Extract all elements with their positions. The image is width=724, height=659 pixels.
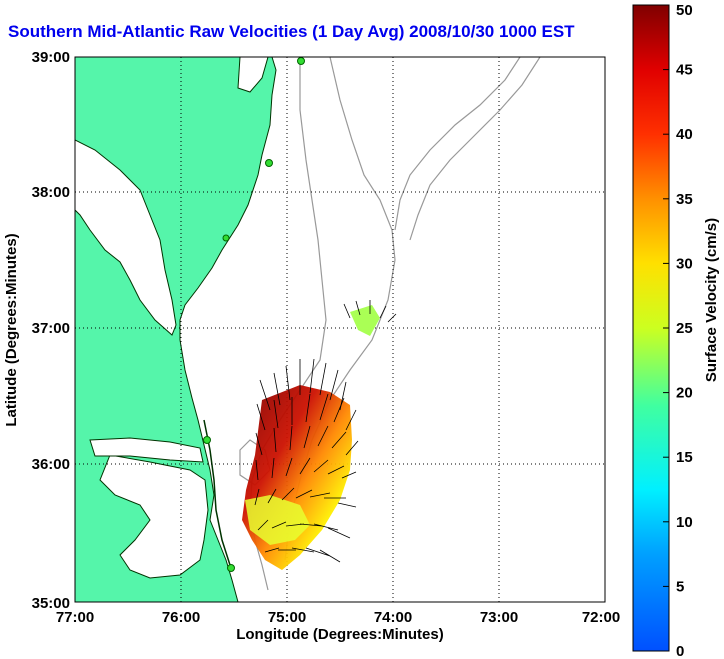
y-tick-label: 36:00 [32, 456, 70, 473]
colorbar-tick-label: 30 [676, 255, 693, 272]
delaware-bay [237, 57, 269, 93]
outer-banks [203, 419, 231, 566]
x-tick-label: 77:00 [56, 609, 94, 626]
station-marker [222, 234, 230, 242]
y-tick-label: 39:00 [32, 49, 70, 66]
colorbar-tick-label: 15 [676, 449, 693, 466]
x-tick-label: 72:00 [582, 609, 620, 626]
x-axis-label: Longitude (Degrees:Minutes) [236, 626, 444, 643]
station-marker [265, 159, 273, 167]
plot-frame [74, 56, 606, 603]
station-marker [297, 57, 305, 65]
colorbar-tick-label: 5 [676, 578, 684, 595]
colorbar-label: Surface Velocity (cm/s) [703, 218, 720, 382]
station-marker [227, 564, 235, 572]
colorbar-tick-label: 20 [676, 385, 693, 402]
colorbar-ticks: 0 5 10 15 20 25 30 35 40 45 50 [663, 2, 693, 659]
station-marker [203, 436, 211, 444]
velocity-vectors [254, 300, 397, 563]
x-tick-label: 74:00 [374, 609, 412, 626]
y-tick-label: 37:00 [32, 320, 70, 337]
map-plot-area [75, 57, 605, 602]
velocity-field-yellow [245, 495, 310, 545]
colorbar: 0 5 10 15 20 25 30 35 40 45 50 Surface Velocity (c… [632, 2, 720, 659]
x-tick-label: 75:00 [268, 609, 306, 626]
colorbar-tick-label: 25 [676, 320, 693, 337]
albemarle-sound [89, 437, 204, 463]
y-axis-label: Latitude (Degrees:Minutes) [3, 233, 20, 426]
colorbar-tick-label: 10 [676, 514, 693, 531]
x-axis-ticks: 77:00 76:00 75:00 74:00 73:00 72:00 [56, 609, 620, 626]
colorbar-tick-label: 50 [676, 2, 693, 19]
y-tick-label: 35:00 [32, 595, 70, 612]
y-tick-label: 38:00 [32, 184, 70, 201]
colorbar-tick-label: 45 [676, 62, 693, 79]
chesapeake-bay [75, 139, 177, 336]
colorbar-tick-label: 40 [676, 126, 693, 143]
colorbar-tick-label: 35 [676, 191, 693, 208]
y-axis-ticks: 35:00 36:00 37:00 38:00 39:00 [32, 49, 70, 612]
map-title: Southern Mid-Atlantic Raw Velocities (1 … [8, 22, 575, 41]
radar-stations [203, 57, 305, 572]
velocity-field-offshore [350, 305, 380, 336]
colorbar-tick-label: 0 [676, 643, 684, 659]
x-tick-label: 73:00 [480, 609, 518, 626]
x-tick-label: 76:00 [162, 609, 200, 626]
